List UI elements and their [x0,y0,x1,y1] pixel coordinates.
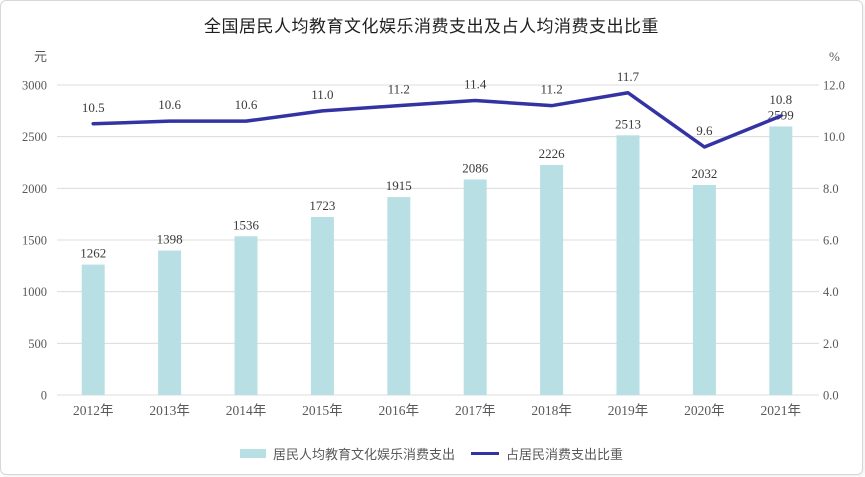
y2-axis-tick-label: 12.0 [823,79,845,93]
bar [387,197,411,395]
y-axis-tick-label: 500 [28,337,47,351]
y2-axis-tick-label: 2.0 [823,337,839,351]
x-axis-tick-label: 2013年 [149,403,190,418]
bar [616,135,640,395]
line-series-swatch-icon [471,452,499,455]
line-value-label: 11.7 [617,69,640,84]
bar [234,236,258,395]
bar-value-label: 1536 [233,217,260,232]
bar [158,250,182,395]
x-axis-tick-label: 2020年 [684,403,725,418]
bar-value-label: 1723 [309,198,335,213]
y2-axis-tick-label: 4.0 [823,285,839,299]
x-axis-tick-label: 2018年 [531,403,572,418]
bar-value-label: 2513 [615,116,641,131]
right-axis-unit-label: % [829,49,840,64]
legend-label-bar-series: 居民人均教育文化娱乐消费支出 [272,447,455,462]
bar-value-label: 2086 [462,160,489,175]
bar-series-swatch-icon [239,449,266,458]
x-axis-tick-label: 2012年 [73,403,114,418]
bar [463,179,487,395]
legend: 居民人均教育文化娱乐消费支出 占居民消费支出比重 [1,444,862,463]
bar [769,126,793,395]
trend-line [91,91,783,149]
line-value-label: 11.0 [311,87,333,102]
x-axis-tick-label: 2016年 [379,403,420,418]
y-axis-tick-label: 0 [41,389,47,403]
y2-axis-tick-label: 8.0 [823,182,839,196]
chart-title: 全国居民人均教育文化娱乐消费支出及占人均消费支出比重 [204,17,659,36]
line-value-label: 10.6 [235,97,258,112]
legend-label-line-series: 占居民消费支出比重 [506,447,624,462]
line-value-label: 11.2 [540,82,562,97]
line-value-label: 9.6 [696,123,713,138]
y2-axis-tick-label: 0.0 [823,389,839,403]
x-axis-tick-label: 2019年 [608,403,649,418]
bar [540,164,564,395]
x-axis-tick-label: 2021年 [761,403,802,418]
bar [310,216,334,395]
y2-axis-tick-label: 10.0 [823,130,845,144]
y-axis-tick-label: 1500 [22,234,47,248]
bar-value-label: 1915 [386,178,412,193]
line-value-label: 11.4 [464,77,487,92]
legend-item-line-series: 占居民消费支出比重 [471,444,623,463]
y-axis-tick-label: 2000 [22,182,47,196]
bar-value-label: 1398 [157,232,183,247]
x-axis-tick-label: 2014年 [226,403,267,418]
line-value-label: 11.2 [388,82,410,97]
bar [692,185,716,395]
x-axis-tick-label: 2015年 [302,403,343,418]
y-axis-tick-label: 1000 [22,285,47,299]
bar-value-label: 1262 [80,246,106,261]
y-axis-tick-label: 3000 [22,79,47,93]
left-axis-unit-label: 元 [34,49,47,64]
line-value-label: 10.6 [158,97,181,112]
y-axis-tick-label: 2500 [22,130,47,144]
y2-axis-tick-label: 6.0 [823,234,839,248]
bar-value-label: 2226 [539,146,566,161]
line-value-label: 10.8 [769,92,792,107]
legend-item-bar-series: 居民人均教育文化娱乐消费支出 [239,444,455,463]
bar [81,264,105,395]
x-axis-tick-label: 2017年 [455,403,496,418]
line-value-label: 10.5 [82,100,105,115]
bar-value-label: 2032 [691,166,717,181]
